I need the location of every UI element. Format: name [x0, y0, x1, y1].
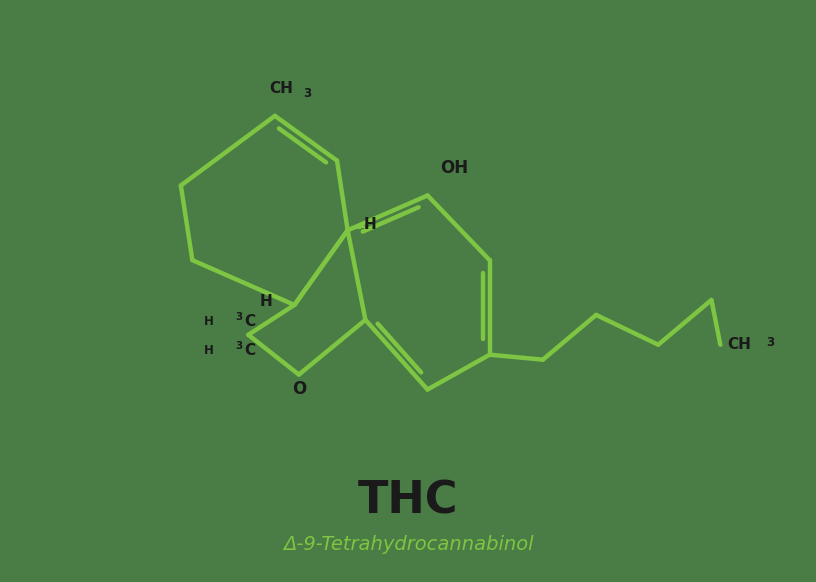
Text: 3: 3 — [235, 340, 242, 351]
Text: H: H — [364, 217, 376, 232]
Text: 3: 3 — [304, 87, 312, 100]
Text: 3: 3 — [235, 312, 242, 322]
Text: C: C — [245, 343, 255, 358]
Text: Δ-9-Tetrahydrocannabinol: Δ-9-Tetrahydrocannabinol — [283, 535, 533, 554]
Text: H: H — [260, 294, 273, 309]
Text: OH: OH — [441, 159, 468, 178]
Text: H: H — [204, 344, 214, 357]
Text: C: C — [245, 314, 255, 329]
Text: 3: 3 — [766, 336, 774, 349]
Text: H: H — [204, 315, 214, 328]
Text: O: O — [292, 381, 306, 399]
Text: CH: CH — [728, 337, 752, 352]
Text: THC: THC — [357, 480, 459, 523]
Text: CH: CH — [268, 80, 293, 95]
